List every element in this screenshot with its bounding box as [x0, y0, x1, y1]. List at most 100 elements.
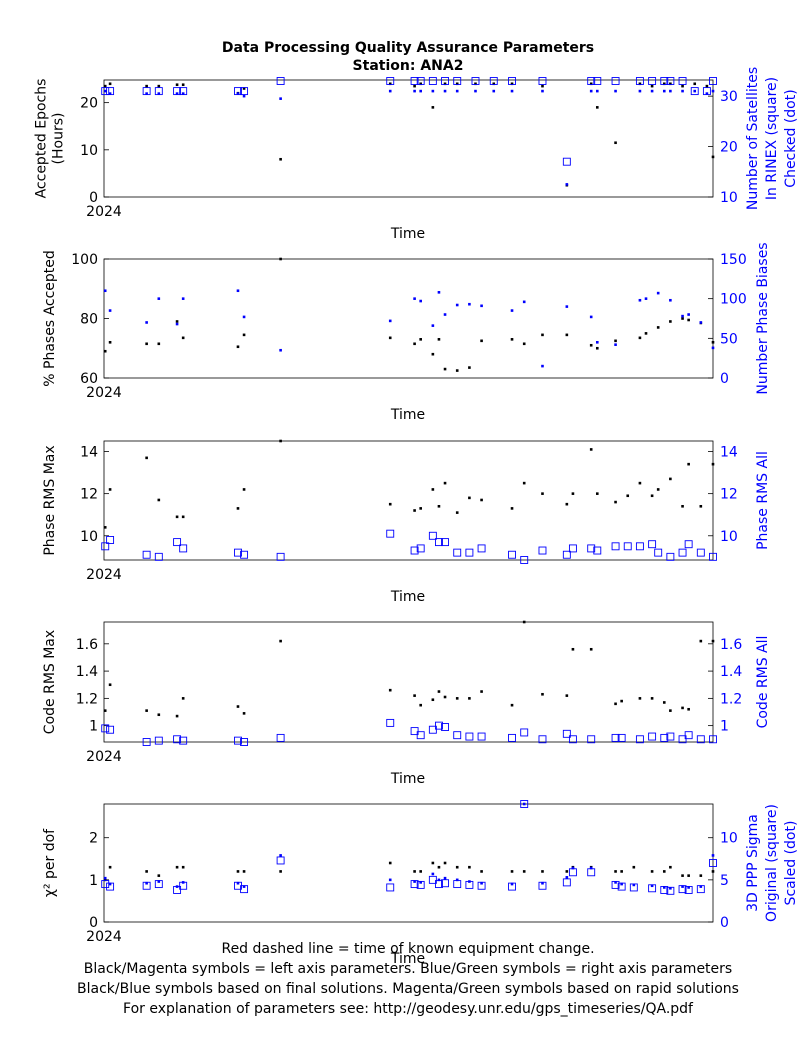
y-axis-label: χ² per dof: [42, 828, 58, 897]
data-dot: [565, 694, 569, 697]
y-tick-label: 2: [89, 831, 98, 847]
data-dot: [571, 647, 575, 651]
data-dot: [711, 639, 715, 643]
data-dot: [620, 870, 623, 873]
data-dot: [589, 448, 593, 451]
data-dot: [693, 82, 697, 86]
data-square: [435, 721, 443, 730]
data-square: [648, 732, 657, 741]
panel-5: 0 1 2 0 5 10 2024 Time χ² per dof 3D PPP Sigma Ori…: [42, 800, 799, 967]
data-dot: [589, 89, 593, 93]
data-dot: [638, 298, 642, 302]
y-tick-label: 1: [89, 719, 98, 735]
data-dot: [242, 315, 246, 319]
data-dot: [699, 874, 703, 877]
data-square: [709, 859, 717, 867]
y-tick-label: 1: [89, 873, 98, 889]
data-square: [587, 77, 596, 85]
data-dot: [705, 84, 709, 88]
data-dot: [614, 881, 617, 884]
x-axis-label: Time: [390, 771, 425, 787]
data-square: [276, 733, 285, 742]
x-axis-label: Time: [390, 407, 425, 423]
series-1: [103, 257, 715, 372]
data-dot: [468, 496, 471, 500]
data-dot: [614, 500, 617, 504]
data-dot: [589, 647, 593, 651]
data-dot: [279, 439, 282, 443]
data-dot: [510, 882, 514, 886]
data-dot: [279, 157, 282, 161]
data-dot: [644, 332, 648, 335]
y2-tick-label: 0: [720, 371, 729, 387]
data-dot: [236, 507, 240, 510]
data-square: [666, 732, 675, 741]
data-dot: [431, 861, 435, 865]
y2-tick-label: 0: [720, 915, 729, 931]
data-dot: [455, 82, 459, 86]
data-square: [508, 550, 516, 559]
data-square: [410, 77, 419, 85]
data-dot: [431, 324, 435, 327]
data-dot: [711, 462, 715, 466]
data-dot: [103, 84, 107, 88]
data-dot: [662, 886, 666, 889]
data-dot: [437, 878, 441, 882]
data-square: [441, 879, 449, 888]
data-dot: [669, 320, 672, 323]
data-dot: [711, 341, 715, 344]
data-dot: [175, 92, 179, 95]
data-square: [696, 735, 705, 744]
data-dot: [157, 342, 161, 346]
data-square: [386, 77, 395, 85]
data-dot: [236, 345, 240, 349]
data-square: [142, 738, 151, 746]
data-dot: [571, 866, 575, 870]
data-square: [441, 77, 449, 85]
data-dot: [388, 89, 392, 93]
data-dot: [711, 854, 715, 857]
data-square: [709, 735, 717, 744]
data-dot: [681, 317, 684, 320]
panel-3: 10 12 14 10 12 14 2024 Time Phase RMS Max Phase R…: [42, 439, 771, 605]
data-dot: [145, 709, 148, 712]
data-square: [410, 727, 419, 736]
data-square: [441, 723, 449, 731]
y2-tick-label: 1.6: [720, 637, 742, 653]
data-dot: [681, 706, 684, 710]
data-dot: [650, 870, 654, 873]
data-dot: [656, 326, 660, 329]
data-dot: [388, 82, 392, 86]
data-dot: [103, 876, 107, 880]
y2-tick-label: 1.2: [720, 691, 742, 707]
data-dot: [279, 854, 282, 857]
data-dot: [388, 688, 392, 692]
data-dot: [388, 861, 392, 865]
data-square: [428, 77, 437, 85]
series-2: [101, 718, 717, 746]
data-dot: [455, 89, 459, 93]
data-dot: [181, 881, 185, 884]
y2-tick-label: 14: [720, 445, 738, 461]
panel-4: 1 1.2 1.4 1.6 1 1.2 1.4 1.6 2024 Time Code RMS Max…: [42, 620, 771, 787]
data-square: [648, 77, 657, 85]
y-tick-label: 1.4: [76, 664, 98, 680]
data-dot: [175, 865, 179, 869]
data-dot: [279, 639, 282, 643]
data-square: [587, 735, 596, 744]
data-square: [386, 718, 395, 727]
data-dot: [662, 89, 666, 93]
data-dot: [157, 84, 161, 88]
data-dot: [443, 82, 447, 86]
data-dot: [443, 876, 447, 880]
data-square: [508, 733, 516, 742]
data-dot: [413, 84, 416, 88]
data-square: [538, 77, 547, 85]
data-dot: [103, 709, 107, 712]
y2-axis-label: Checked (dot): [783, 89, 799, 187]
data-square: [562, 157, 571, 166]
data-square: [453, 548, 462, 557]
y2-axis-label: In RINEX (square): [764, 77, 780, 200]
data-square: [173, 538, 182, 547]
